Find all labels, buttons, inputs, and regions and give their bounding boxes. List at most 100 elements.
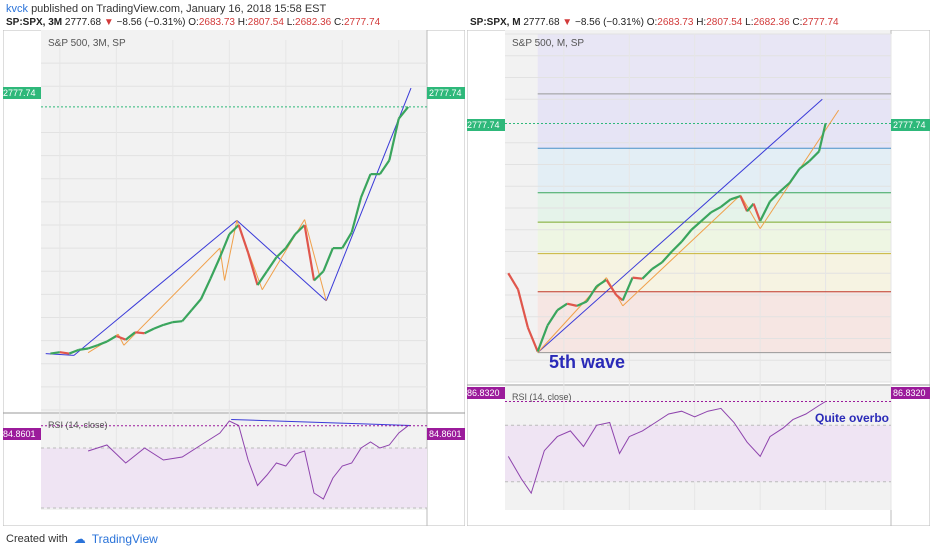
publish-header: kvck published on TradingView.com, Janua… [6, 3, 326, 15]
right-open: 2683.73 [657, 17, 694, 28]
price-segment [190, 298, 202, 311]
price-segment [615, 294, 624, 302]
price-segment [209, 256, 221, 280]
price-segment [266, 256, 278, 272]
tradingview-cloud-icon: ☁ [73, 532, 86, 546]
price-segment [200, 278, 212, 300]
price-segment [284, 233, 297, 249]
price-segment [746, 202, 755, 212]
left-chart-title: S&P 500, 3M, SP [48, 38, 126, 49]
left-plot-bg [41, 30, 427, 412]
price-segment [322, 247, 334, 272]
fib-band [537, 222, 891, 254]
price-segment [769, 190, 781, 203]
price-segment [779, 182, 791, 193]
price-segment [720, 198, 732, 208]
left-price-label-left: 2777.74 [3, 88, 36, 98]
price-segment [303, 224, 316, 281]
price-segment [671, 240, 683, 253]
right-rsi-label-right: 86.8320 [893, 388, 926, 398]
right-chart-title: S&P 500, M, SP [512, 38, 584, 49]
right-quote-line: SP:SPX, M 2777.68 ▼ −8.56 (−0.31%) O:268… [470, 17, 839, 28]
sub-wave-line [123, 247, 221, 346]
price-segment [526, 327, 539, 352]
right-chart[interactable]: S&P 500, M, SP 5th wave Quite overbo 277… [467, 30, 930, 526]
publish-info: published on TradingView.com, January 16… [31, 3, 327, 15]
price-segment [585, 285, 598, 303]
price-segment [556, 302, 568, 312]
right-rsi-title: RSI (14, close) [512, 392, 572, 402]
price-segment [388, 118, 400, 161]
fib-band [537, 93, 891, 149]
fib-band [537, 253, 891, 292]
price-segment [546, 309, 559, 327]
price-segment [661, 250, 673, 264]
overbought-note: Quite overbo [815, 411, 889, 425]
price-segment [817, 123, 827, 152]
right-price-label-right: 2777.74 [893, 120, 926, 130]
price-segment [641, 268, 653, 280]
fib-band [537, 148, 891, 193]
tradingview-brand[interactable]: TradingView [91, 532, 158, 546]
left-price-label-bg-r [427, 87, 465, 99]
price-segment [237, 224, 250, 254]
price-segment [350, 196, 363, 233]
rsi-band [41, 448, 427, 508]
down-arrow-icon: ▼ [562, 17, 573, 28]
rsi-line [87, 420, 409, 500]
left-symbol: SP:SPX, 3M [6, 17, 63, 28]
price-segment [313, 270, 325, 282]
price-segment [690, 220, 703, 231]
left-quote-line: SP:SPX, 3M 2777.68 ▼ −8.56 (−0.31%) O:26… [6, 17, 381, 28]
sub-wave-line [740, 194, 761, 229]
price-segment [517, 289, 529, 328]
created-with-text: Created with [6, 533, 68, 545]
left-rsi-label-left: 84.8601 [3, 429, 36, 439]
price-segment [294, 224, 306, 236]
price-segment [275, 247, 287, 259]
left-rsi-title: RSI (14, close) [48, 420, 108, 430]
left-high: 2807.54 [247, 17, 284, 28]
left-rsi-label-right: 84.8601 [429, 429, 462, 439]
rsi-divergence-line [231, 419, 412, 426]
left-rsi-label-bg-r [427, 428, 465, 440]
price-segment [256, 270, 268, 286]
fifth-wave-note: 5th wave [549, 352, 625, 372]
right-rsi-label-bg-r [891, 387, 930, 399]
price-segment [247, 252, 259, 286]
price-segment [135, 331, 145, 335]
price-segment [595, 278, 608, 288]
price-segment [106, 335, 117, 343]
rsi-line [507, 401, 826, 495]
price-segment [651, 261, 663, 270]
price-segment [78, 347, 89, 351]
right-change: −8.56 (−0.31%) [574, 17, 644, 28]
price-segment [397, 106, 410, 120]
price-segment [125, 331, 136, 341]
price-segment [632, 276, 643, 280]
trend-channel-line [537, 98, 823, 354]
price-segment [605, 279, 618, 296]
price-segment [680, 229, 693, 243]
right-price-label-bg-l [467, 119, 505, 131]
price-segment [153, 323, 164, 330]
left-last: 2777.68 [64, 17, 102, 28]
price-segment [730, 194, 741, 201]
price-segment [576, 300, 588, 307]
right-close: 2777.74 [802, 17, 839, 28]
price-segment [360, 173, 372, 198]
price-segment [163, 321, 174, 326]
right-price-label-bg-r [891, 119, 930, 131]
price-segment [808, 150, 820, 163]
price-segment [50, 351, 60, 355]
left-chart[interactable]: S&P 500, 3M, SP 2777.74 2777.74 RSI (14,… [3, 30, 465, 526]
price-segment [621, 277, 634, 301]
right-price-label-left: 2777.74 [467, 120, 500, 130]
right-rsi-label-bg-l [467, 387, 505, 399]
fib-band [537, 291, 891, 353]
price-segment [507, 272, 520, 291]
sub-wave-line [622, 194, 741, 307]
author-link[interactable]: kvck [6, 3, 28, 15]
sub-wave-line [304, 219, 327, 301]
down-arrow-icon: ▼ [103, 17, 114, 28]
